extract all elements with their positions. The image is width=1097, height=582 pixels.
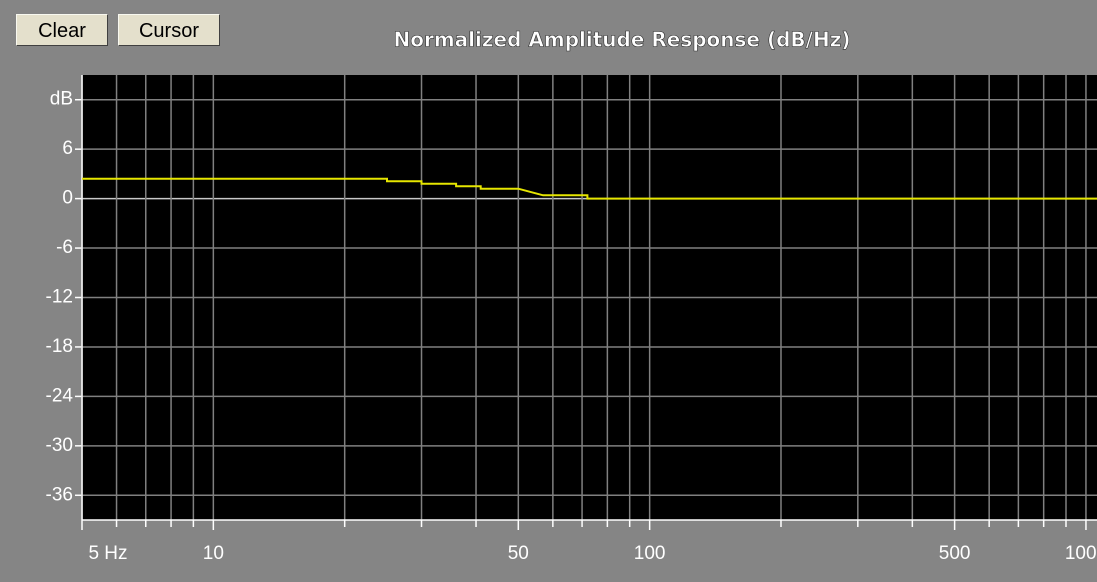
y-tick-label: -24: [46, 385, 74, 406]
x-tick-label: 10: [203, 543, 224, 564]
cursor-button[interactable]: Cursor: [118, 14, 220, 46]
clear-button[interactable]: Clear: [16, 14, 108, 46]
y-tick-label: 6: [62, 138, 73, 159]
chart-title: Normalized Amplitude Response (dB/Hz): [394, 28, 851, 52]
x-tick-label: 50: [508, 543, 529, 564]
y-tick-label: -12: [46, 287, 73, 308]
x-tick-label: 500: [939, 543, 971, 564]
response-line: [82, 177, 1097, 200]
y-tick-label: -30: [46, 435, 73, 456]
y-tick-label: 0: [62, 188, 73, 209]
y-tick-label: -18: [46, 336, 73, 357]
y-tick-label: -36: [46, 484, 73, 505]
x-tick-label: 1000: [1065, 543, 1097, 564]
y-tick-label: dB: [50, 89, 73, 110]
x-tick-label: 5 Hz: [88, 543, 127, 564]
y-tick-label: -6: [56, 237, 73, 258]
plot-area: [82, 75, 1097, 520]
x-tick-label: 100: [634, 543, 666, 564]
